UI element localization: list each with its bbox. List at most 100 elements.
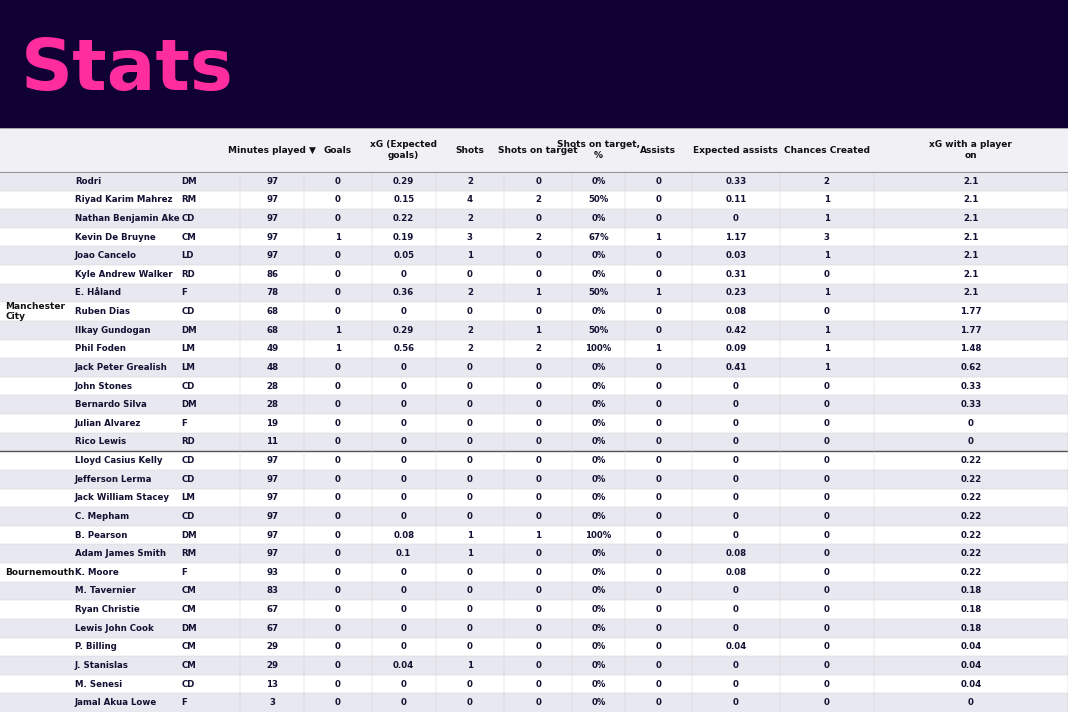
Bar (0, 525, 1068, 545)
Text: 28: 28 (266, 400, 279, 409)
Text: 0: 0 (656, 456, 661, 465)
Text: 0.29: 0.29 (393, 325, 414, 335)
Text: Goals: Goals (324, 145, 352, 155)
Text: 97: 97 (266, 214, 279, 223)
Text: 3: 3 (823, 233, 830, 241)
Text: CM: CM (182, 587, 197, 595)
Text: 97: 97 (266, 530, 279, 540)
Bar (0, 675, 1068, 693)
Text: 0: 0 (535, 419, 541, 428)
Text: 0: 0 (335, 587, 341, 595)
Text: 1: 1 (823, 325, 830, 335)
Bar (0, 433, 1068, 451)
Text: 100%: 100% (585, 530, 612, 540)
Text: 0: 0 (656, 475, 661, 483)
Text: 0: 0 (656, 661, 661, 670)
Text: 0: 0 (656, 177, 661, 186)
Text: 0.08: 0.08 (393, 530, 414, 540)
Text: RD: RD (182, 437, 195, 446)
Text: 0.42: 0.42 (725, 325, 747, 335)
Text: 0: 0 (467, 475, 473, 483)
Text: 2: 2 (535, 345, 541, 353)
Text: 0: 0 (335, 661, 341, 670)
Text: CD: CD (182, 307, 195, 316)
Text: 78: 78 (266, 288, 279, 298)
Text: CD: CD (182, 456, 195, 465)
Text: 0: 0 (335, 605, 341, 614)
Text: 0: 0 (467, 605, 473, 614)
Text: 0: 0 (467, 679, 473, 689)
Text: 0: 0 (535, 307, 541, 316)
Text: 0: 0 (400, 642, 407, 651)
Text: 0: 0 (335, 177, 341, 186)
Text: 0: 0 (335, 679, 341, 689)
Text: 0: 0 (823, 587, 830, 595)
Text: 49: 49 (266, 345, 279, 353)
Text: Jack William Stacey: Jack William Stacey (75, 493, 170, 503)
Text: 0: 0 (823, 437, 830, 446)
Text: 0: 0 (535, 605, 541, 614)
Text: 1: 1 (656, 288, 661, 298)
Text: F: F (182, 288, 187, 298)
Text: 0: 0 (335, 195, 341, 204)
Text: 0: 0 (535, 679, 541, 689)
Text: 0: 0 (467, 587, 473, 595)
Text: 0.04: 0.04 (960, 642, 981, 651)
Text: 0.04: 0.04 (960, 661, 981, 670)
Text: 1: 1 (823, 288, 830, 298)
Text: 0: 0 (335, 437, 341, 446)
Text: 1.77: 1.77 (960, 307, 981, 316)
Text: 0: 0 (656, 325, 661, 335)
Text: F: F (182, 698, 187, 707)
Text: 0: 0 (335, 288, 341, 298)
Text: DM: DM (182, 624, 198, 633)
Text: 67: 67 (266, 605, 279, 614)
Text: 0%: 0% (592, 661, 606, 670)
Text: Rico Lewis: Rico Lewis (75, 437, 126, 446)
Text: 0: 0 (335, 400, 341, 409)
Text: 0.1: 0.1 (396, 549, 411, 558)
Text: 0: 0 (656, 419, 661, 428)
Text: 0: 0 (335, 419, 341, 428)
Text: 0: 0 (823, 270, 830, 279)
Text: CD: CD (182, 512, 195, 521)
Text: 0: 0 (535, 568, 541, 577)
Bar (0, 563, 1068, 582)
Text: 0: 0 (823, 679, 830, 689)
Bar (0, 637, 1068, 656)
Text: 0%: 0% (592, 475, 606, 483)
Text: 0: 0 (535, 437, 541, 446)
Text: 0: 0 (656, 587, 661, 595)
Bar (0, 172, 1068, 191)
Text: 0: 0 (335, 530, 341, 540)
Text: 0: 0 (656, 270, 661, 279)
Text: 97: 97 (266, 177, 279, 186)
Text: 2: 2 (823, 177, 830, 186)
Text: 0: 0 (467, 568, 473, 577)
Text: 0.22: 0.22 (960, 549, 981, 558)
Text: 0: 0 (400, 475, 407, 483)
Text: 0%: 0% (592, 568, 606, 577)
Text: 0.03: 0.03 (725, 251, 747, 261)
Text: 0.22: 0.22 (960, 568, 981, 577)
Text: 0: 0 (535, 512, 541, 521)
Text: 0.22: 0.22 (393, 214, 414, 223)
Text: 0: 0 (400, 605, 407, 614)
Text: 0: 0 (535, 456, 541, 465)
Text: 97: 97 (266, 493, 279, 503)
Text: xG (Expected
goals): xG (Expected goals) (371, 140, 437, 159)
Text: Jefferson Lerma: Jefferson Lerma (75, 475, 152, 483)
Text: 0%: 0% (592, 624, 606, 633)
Text: 1: 1 (823, 345, 830, 353)
Text: 0.15: 0.15 (393, 195, 414, 204)
Bar (0, 377, 1068, 395)
Text: 4: 4 (467, 195, 473, 204)
Text: 0.18: 0.18 (960, 587, 981, 595)
Text: 0: 0 (400, 382, 407, 391)
Text: 0.08: 0.08 (725, 307, 747, 316)
Text: 0.08: 0.08 (725, 568, 747, 577)
Text: 11: 11 (266, 437, 279, 446)
Text: 0%: 0% (592, 679, 606, 689)
Text: 0: 0 (335, 382, 341, 391)
Text: 0: 0 (823, 419, 830, 428)
